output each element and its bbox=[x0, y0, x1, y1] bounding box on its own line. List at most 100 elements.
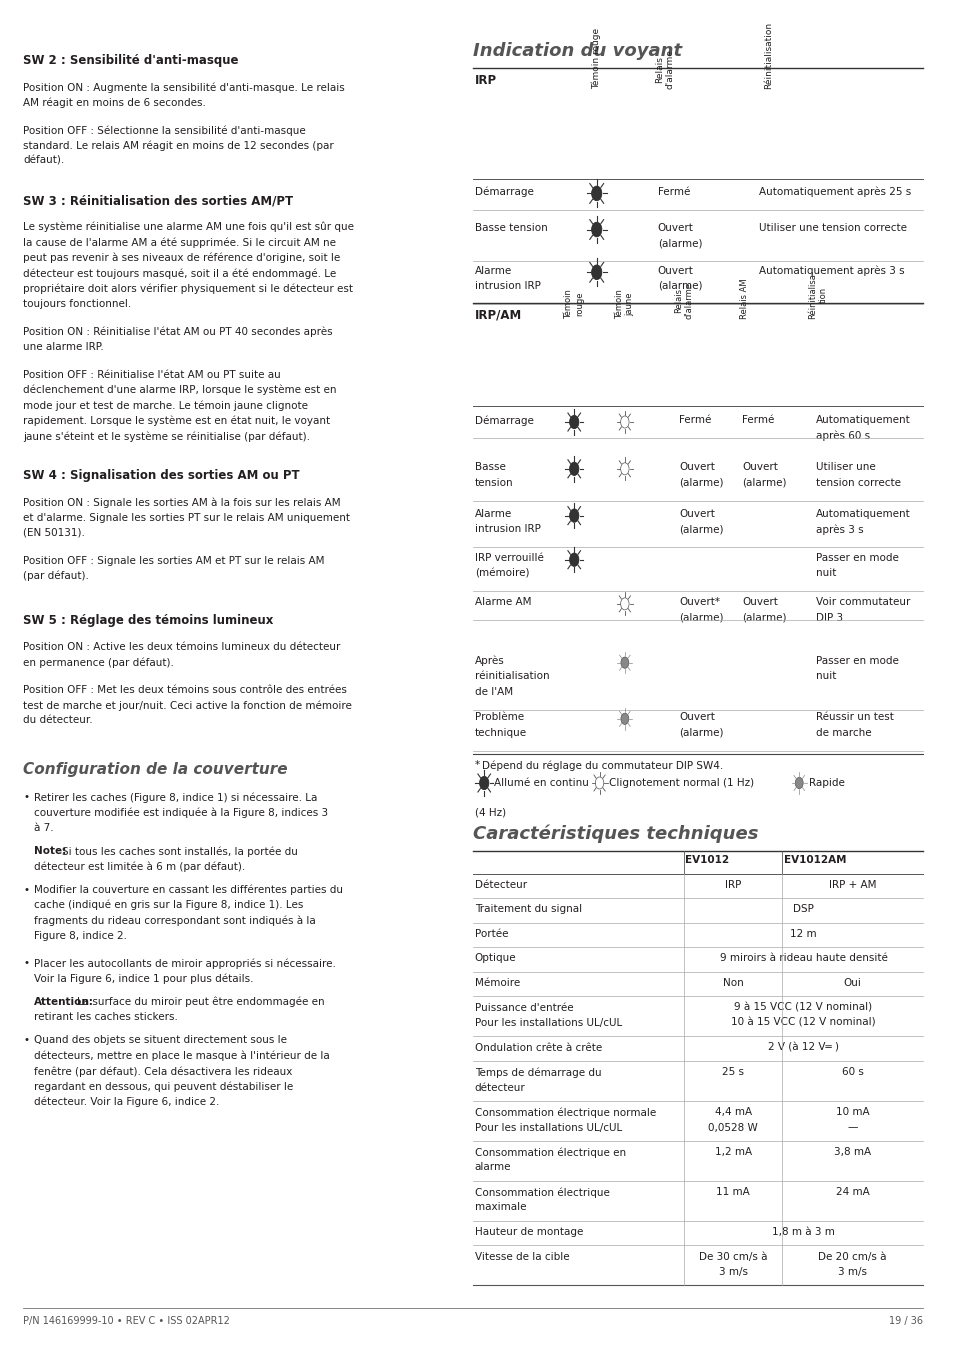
Text: 12 m: 12 m bbox=[789, 929, 816, 938]
Text: IRP verrouillé: IRP verrouillé bbox=[475, 554, 543, 563]
Text: 3,8 mA: 3,8 mA bbox=[833, 1148, 870, 1157]
Text: Si tous les caches sont installés, la portée du: Si tous les caches sont installés, la po… bbox=[62, 846, 298, 857]
Text: en permanence (par défaut).: en permanence (par défaut). bbox=[23, 657, 173, 667]
Text: Ouvert: Ouvert bbox=[679, 462, 715, 472]
Text: Le système réinitialise une alarme AM une fois qu'il est sûr que: Le système réinitialise une alarme AM un… bbox=[23, 221, 354, 232]
Text: déclenchement d'une alarme IRP, lorsque le système est en: déclenchement d'une alarme IRP, lorsque … bbox=[23, 385, 336, 396]
Text: (4 Hz): (4 Hz) bbox=[475, 807, 505, 817]
Text: Dépend du réglage du commutateur DIP SW4.: Dépend du réglage du commutateur DIP SW4… bbox=[482, 760, 722, 771]
Text: SW 4 : Signalisation des sorties AM ou PT: SW 4 : Signalisation des sorties AM ou P… bbox=[23, 470, 299, 482]
Text: Démarrage: Démarrage bbox=[475, 416, 533, 425]
Text: 3 m/s: 3 m/s bbox=[718, 1268, 747, 1277]
Text: Automatiquement: Automatiquement bbox=[815, 416, 910, 425]
Text: Fermé: Fermé bbox=[741, 416, 774, 425]
Text: intrusion IRP: intrusion IRP bbox=[475, 281, 540, 292]
Text: jaune s'éteint et le système se réinitialise (par défaut).: jaune s'éteint et le système se réinitia… bbox=[23, 431, 310, 441]
Text: Position ON : Augmente la sensibilité d'anti-masque. Le relais: Position ON : Augmente la sensibilité d'… bbox=[23, 82, 344, 93]
Text: Automatiquement après 25 s: Automatiquement après 25 s bbox=[759, 186, 910, 197]
Text: 10 mA: 10 mA bbox=[835, 1107, 868, 1118]
Text: SW 5 : Réglage des témoins lumineux: SW 5 : Réglage des témoins lumineux bbox=[23, 614, 273, 626]
Text: (par défaut).: (par défaut). bbox=[23, 571, 89, 582]
Text: 0,0528 W: 0,0528 W bbox=[707, 1122, 758, 1133]
Text: 9 à 15 VCC (12 V nominal): 9 à 15 VCC (12 V nominal) bbox=[734, 1003, 872, 1012]
Text: DSP: DSP bbox=[792, 904, 813, 914]
Text: 9 miroirs à rideau haute densité: 9 miroirs à rideau haute densité bbox=[719, 953, 886, 964]
Text: Fermé: Fermé bbox=[679, 416, 711, 425]
Text: couverture modifiée est indiquée à la Figure 8, indices 3: couverture modifiée est indiquée à la Fi… bbox=[34, 807, 328, 818]
Text: Optique: Optique bbox=[475, 953, 516, 964]
Text: détecteur. Voir la Figure 6, indice 2.: détecteur. Voir la Figure 6, indice 2. bbox=[34, 1096, 219, 1107]
Text: Puissance d'entrée: Puissance d'entrée bbox=[475, 1003, 573, 1012]
Text: Configuration de la couverture: Configuration de la couverture bbox=[23, 761, 287, 776]
Text: •: • bbox=[24, 884, 30, 895]
Text: 25 s: 25 s bbox=[721, 1066, 743, 1077]
Text: Position OFF : Signale les sorties AM et PT sur le relais AM: Position OFF : Signale les sorties AM et… bbox=[23, 556, 324, 566]
Text: La surface du miroir peut être endommagée en: La surface du miroir peut être endommagé… bbox=[77, 996, 325, 1007]
Text: Figure 8, indice 2.: Figure 8, indice 2. bbox=[34, 930, 127, 941]
Text: Témoin
rouge: Témoin rouge bbox=[564, 289, 583, 319]
Circle shape bbox=[569, 416, 578, 429]
Text: (alarme): (alarme) bbox=[679, 613, 723, 622]
Text: Vitesse de la cible: Vitesse de la cible bbox=[475, 1251, 569, 1262]
Text: Voir la Figure 6, indice 1 pour plus détails.: Voir la Figure 6, indice 1 pour plus dét… bbox=[34, 973, 253, 984]
Circle shape bbox=[569, 509, 578, 522]
Text: Allumé en continu: Allumé en continu bbox=[493, 778, 588, 787]
Text: (alarme): (alarme) bbox=[679, 524, 723, 535]
Text: défaut).: défaut). bbox=[23, 155, 64, 166]
Text: une alarme IRP.: une alarme IRP. bbox=[23, 342, 104, 352]
Text: détecteur est toujours masqué, soit il a été endommagé. Le: détecteur est toujours masqué, soit il a… bbox=[23, 269, 335, 278]
Text: Note:: Note: bbox=[34, 846, 67, 856]
Text: Alarme AM: Alarme AM bbox=[475, 597, 531, 608]
Text: Passer en mode: Passer en mode bbox=[815, 656, 898, 666]
Text: Ouvert: Ouvert bbox=[741, 597, 777, 608]
Text: retirant les caches stickers.: retirant les caches stickers. bbox=[34, 1012, 178, 1022]
Text: IRP: IRP bbox=[475, 74, 497, 88]
Circle shape bbox=[620, 713, 628, 725]
Text: Portée: Portée bbox=[475, 929, 508, 938]
Text: 2 V (à 12 V═ ): 2 V (à 12 V═ ) bbox=[767, 1042, 838, 1053]
Text: Ouvert: Ouvert bbox=[657, 266, 693, 275]
Text: •: • bbox=[24, 958, 30, 968]
Text: 3 m/s: 3 m/s bbox=[838, 1268, 866, 1277]
Text: Relais
d'alarme: Relais d'alarme bbox=[674, 282, 693, 319]
Text: Caractéristiques techniques: Caractéristiques techniques bbox=[473, 825, 758, 842]
Text: (alarme): (alarme) bbox=[741, 613, 785, 622]
Text: (mémoire): (mémoire) bbox=[475, 568, 529, 578]
Text: Position ON : Active les deux témoins lumineux du détecteur: Position ON : Active les deux témoins lu… bbox=[23, 641, 340, 652]
Circle shape bbox=[620, 598, 628, 610]
Text: détecteurs, mettre en place le masque à l'intérieur de la: détecteurs, mettre en place le masque à … bbox=[34, 1050, 330, 1061]
Text: Position OFF : Sélectionne la sensibilité d'anti-masque: Position OFF : Sélectionne la sensibilit… bbox=[23, 126, 305, 135]
Text: Utiliser une: Utiliser une bbox=[815, 462, 875, 472]
Text: rapidement. Lorsque le système est en état nuit, le voyant: rapidement. Lorsque le système est en ét… bbox=[23, 416, 330, 427]
Text: du détecteur.: du détecteur. bbox=[23, 716, 92, 725]
Text: Témoin rouge: Témoin rouge bbox=[592, 28, 600, 89]
Text: Utiliser une tension correcte: Utiliser une tension correcte bbox=[759, 223, 906, 232]
Text: IRP + AM: IRP + AM bbox=[828, 880, 876, 890]
Text: cache (indiqué en gris sur la Figure 8, indice 1). Les: cache (indiqué en gris sur la Figure 8, … bbox=[34, 900, 303, 910]
Text: Ouvert: Ouvert bbox=[679, 713, 715, 722]
Text: Non: Non bbox=[722, 977, 742, 988]
Text: regardant en dessous, qui peuvent déstabiliser le: regardant en dessous, qui peuvent déstab… bbox=[34, 1081, 294, 1092]
Text: Basse: Basse bbox=[475, 462, 505, 472]
Text: Ouvert*: Ouvert* bbox=[679, 597, 720, 608]
Circle shape bbox=[795, 778, 802, 788]
Text: détecteur est limitée à 6 m (par défaut).: détecteur est limitée à 6 m (par défaut)… bbox=[34, 861, 245, 872]
Text: test de marche et jour/nuit. Ceci active la fonction de mémoire: test de marche et jour/nuit. Ceci active… bbox=[23, 701, 352, 710]
Text: Ouvert: Ouvert bbox=[741, 462, 777, 472]
Text: Démarrage: Démarrage bbox=[475, 186, 533, 197]
Text: EV1012: EV1012 bbox=[684, 855, 729, 865]
Text: Position ON : Signale les sorties AM à la fois sur les relais AM: Position ON : Signale les sorties AM à l… bbox=[23, 497, 340, 508]
Text: Alarme: Alarme bbox=[475, 266, 512, 275]
Text: standard. Le relais AM réagit en moins de 12 secondes (par: standard. Le relais AM réagit en moins d… bbox=[23, 140, 334, 151]
Text: Clignotement normal (1 Hz): Clignotement normal (1 Hz) bbox=[608, 778, 753, 787]
Text: (EN 50131).: (EN 50131). bbox=[23, 528, 85, 537]
Text: détecteur: détecteur bbox=[475, 1083, 525, 1092]
Text: 1,8 m à 3 m: 1,8 m à 3 m bbox=[771, 1227, 834, 1237]
Text: Hauteur de montage: Hauteur de montage bbox=[475, 1227, 582, 1237]
Text: Relais
d'alarme: Relais d'alarme bbox=[655, 49, 674, 89]
Text: Rapide: Rapide bbox=[808, 778, 843, 787]
Text: maximale: maximale bbox=[475, 1203, 526, 1212]
Text: Après: Après bbox=[475, 656, 504, 667]
Text: tension correcte: tension correcte bbox=[815, 478, 901, 487]
Text: (alarme): (alarme) bbox=[679, 728, 723, 737]
